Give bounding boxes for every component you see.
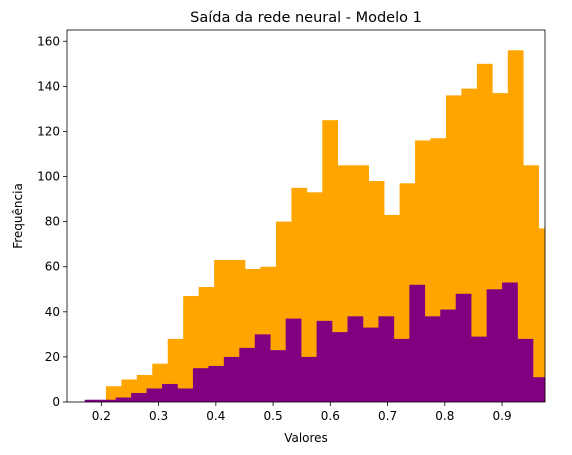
histogram-bar-series-2-bin-5	[146, 388, 163, 402]
histogram-bar-series-2-bin-22	[409, 284, 426, 402]
y-tick-label: 20	[45, 350, 60, 364]
histogram-bar-series-2-bin-27	[486, 289, 503, 402]
histogram-bar-series-2-bin-18	[347, 316, 364, 402]
x-tick-label: 0.3	[149, 409, 168, 423]
histogram-bar-series-2-bin-15	[301, 356, 317, 402]
histogram-bar-series-2-bin-19	[362, 327, 379, 402]
x-tick-label: 0.2	[92, 409, 111, 423]
y-tick-label: 120	[37, 124, 60, 138]
histogram-bar-series-2-bin-23	[424, 316, 441, 402]
histogram-bar-series-2-bin-12	[254, 334, 271, 402]
histogram-bar-series-2-bin-24	[440, 309, 456, 402]
histogram-bar-series-2-bin-6	[162, 383, 178, 402]
x-axis-ticks: 0.2 0.3 0.4 0.5 0.6 0.7 0.8 0.9	[92, 402, 512, 423]
x-tick-label: 0.7	[378, 409, 397, 423]
histogram-bar-series-2-bin-30	[532, 377, 546, 402]
axes-frame	[66, 29, 546, 403]
histogram-bar-series-2-bin-7	[177, 388, 194, 402]
chart-title: Saída da rede neural - Modelo 1	[190, 10, 422, 26]
histogram-bar-series-2-bin-14	[285, 318, 302, 402]
histogram-bar-series-2-bin-10	[223, 356, 240, 402]
histogram-bar-series-2-bin-4	[131, 392, 147, 402]
y-tick-label: 160	[37, 34, 60, 48]
histogram-bar-series-2-bin-21	[393, 338, 410, 402]
x-tick-label: 0.5	[264, 409, 283, 423]
y-tick-label: 60	[45, 260, 60, 274]
y-tick-label: 100	[37, 170, 60, 184]
y-tick-label: 0	[52, 395, 60, 409]
y-tick-label: 80	[45, 215, 60, 229]
x-tick-label: 0.4	[206, 409, 225, 423]
histogram-bar-series-1-bin-29	[538, 228, 546, 402]
histogram-bar-series-2-bin-2	[100, 399, 116, 402]
x-tick-label: 0.8	[435, 409, 454, 423]
histogram-bar-series-2-bin-28	[502, 282, 518, 402]
histogram-bar-series-2-bin-17	[332, 332, 348, 402]
x-axis-label: Valores	[284, 431, 328, 445]
histogram-bar-series-2-bin-20	[378, 316, 395, 402]
histogram-bar-series-2-bin-16	[316, 320, 333, 402]
histogram-bar-series-2-bin-1	[84, 399, 101, 402]
histogram-bar-series-2-bin-29	[517, 338, 534, 402]
x-tick-label: 0.6	[321, 409, 340, 423]
y-tick-label: 40	[45, 305, 60, 319]
histogram-bar-series-2-bin-8	[192, 368, 209, 402]
histogram-bar-series-2-bin-9	[208, 365, 225, 402]
histogram-bar-series-2-bin-25	[455, 293, 472, 402]
x-tick-label: 0.9	[493, 409, 512, 423]
y-axis-label: Frequência	[11, 183, 25, 249]
y-tick-label: 140	[37, 79, 60, 93]
histogram-bar-series-2-bin-3	[115, 397, 132, 402]
bars-layer	[84, 50, 546, 403]
y-axis-ticks: 0 20 40 60 80 100 120 140 160	[37, 34, 67, 409]
histogram-bar-series-2-bin-13	[270, 350, 286, 402]
histogram-bar-series-2-bin-26	[471, 336, 487, 402]
histogram-bar-series-2-bin-11	[239, 347, 256, 402]
